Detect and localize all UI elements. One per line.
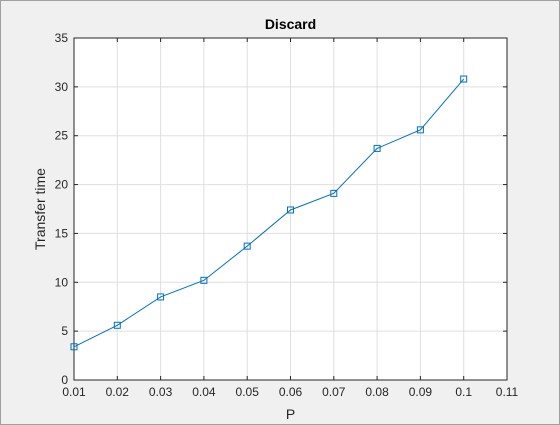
y-axis-title: Transfer time — [32, 168, 48, 250]
x-tick-label: 0.01 — [62, 385, 86, 399]
y-tick-label: 30 — [55, 80, 69, 94]
grid-lines — [74, 38, 507, 380]
data-point-marker — [330, 189, 338, 197]
x-tick-label: 0.04 — [192, 385, 216, 399]
series-line — [73, 78, 465, 348]
x-tick-label: 0.03 — [149, 385, 173, 399]
x-tick-labels: 0.01 0.02 0.03 0.04 0.05 0.06 0.07 0.08 0.09 0.1 0… — [62, 385, 518, 399]
chart-title: Discard — [265, 16, 316, 32]
y-tick-label: 5 — [61, 324, 68, 338]
y-tick-label: 35 — [55, 31, 69, 45]
x-axis-title: P — [286, 406, 295, 422]
data-point-marker — [70, 343, 78, 351]
data-point-marker — [200, 276, 208, 284]
x-tick-label: 0.05 — [236, 385, 260, 399]
x-tick-label: 0.07 — [322, 385, 346, 399]
data-point-marker — [157, 293, 165, 301]
x-tick-label: 0.08 — [365, 385, 389, 399]
y-tick-labels: 0 5 10 15 20 25 30 35 — [55, 31, 69, 387]
y-tick-label: 20 — [55, 178, 69, 192]
data-point-marker — [287, 206, 294, 214]
y-tick-label: 10 — [55, 275, 69, 289]
x-tick-label: 0.09 — [409, 385, 433, 399]
x-tick-label: 0.11 — [496, 385, 519, 399]
data-point-marker — [113, 321, 121, 329]
series-group — [70, 75, 468, 351]
y-tick-label: 0 — [61, 373, 68, 387]
data-point-marker — [373, 144, 381, 152]
data-point-marker — [416, 126, 424, 134]
tick-marks — [73, 37, 508, 381]
y-tick-label: 15 — [55, 226, 69, 240]
x-tick-label: 0.1 — [455, 385, 472, 399]
y-tick-label: 25 — [55, 129, 69, 143]
data-point-marker — [460, 75, 468, 83]
x-tick-label: 0.06 — [279, 385, 303, 399]
data-point-marker — [243, 242, 251, 250]
x-tick-label: 0.02 — [106, 385, 130, 399]
